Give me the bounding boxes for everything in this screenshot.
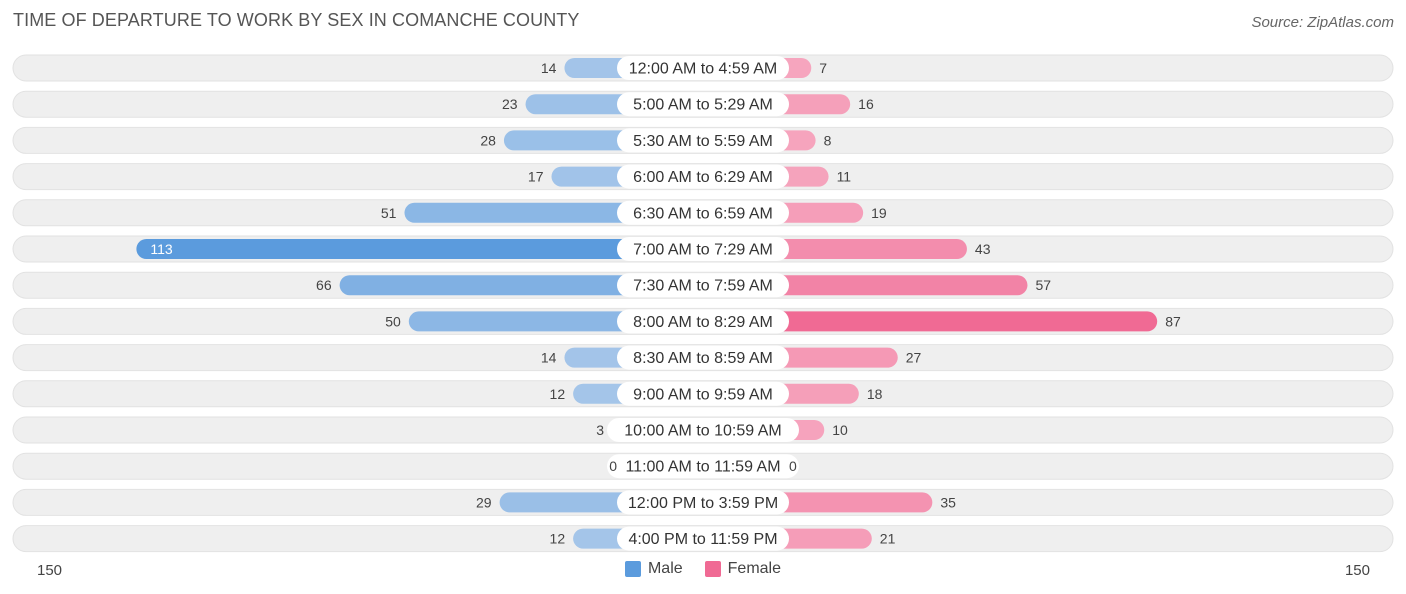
legend-male-label: Male — [647, 560, 683, 577]
category-label-pill — [617, 381, 789, 406]
chart-row: 9:00 AM to 9:59 AM 12 18 — [12, 380, 1394, 408]
male-value-label: 14 — [541, 60, 557, 76]
category-label-pill — [607, 454, 799, 479]
legend: Male Female — [0, 560, 1406, 578]
category-label-pill — [617, 56, 789, 80]
chart-row: 11:00 AM to 11:59 AM 0 0 — [12, 452, 1394, 480]
male-swatch-icon — [624, 561, 641, 577]
chart-row: 5:00 AM to 5:29 AM 23 16 — [12, 90, 1394, 118]
category-label-pill — [617, 164, 789, 189]
male-value-label: 29 — [476, 494, 492, 510]
category-label: 8:30 AM to 8:59 AM — [633, 350, 773, 367]
chart-row: 6:00 AM to 6:29 AM 17 11 — [12, 163, 1394, 191]
male-bar[interactable] — [136, 239, 703, 259]
chart-row: 4:00 PM to 11:59 PM 12 21 — [12, 525, 1394, 553]
female-value-label: 16 — [858, 96, 874, 112]
category-label: 10:00 AM to 10:59 AM — [624, 423, 781, 440]
male-value-label: 12 — [550, 386, 566, 402]
male-value-label: 0 — [609, 458, 617, 474]
category-label: 11:00 AM to 11:59 AM — [625, 459, 780, 476]
category-label-pill — [617, 128, 789, 153]
source-label: Source: ZipAtlas.com — [1251, 14, 1394, 31]
category-label: 12:00 PM to 3:59 PM — [628, 495, 778, 512]
chart-row: 5:30 AM to 5:59 AM 28 8 — [12, 126, 1394, 154]
male-value-label: 66 — [316, 277, 332, 293]
category-label: 6:00 AM to 6:29 AM — [633, 169, 773, 186]
chart-row: 8:30 AM to 8:59 AM 14 27 — [12, 344, 1394, 372]
male-value-label: 113 — [150, 241, 173, 257]
axis-right-label: 150 — [1344, 562, 1370, 579]
category-label-pill — [617, 273, 789, 298]
category-label: 5:00 AM to 5:29 AM — [633, 97, 773, 114]
chart-row: 12:00 PM to 3:59 PM 29 35 — [12, 488, 1394, 516]
female-value-label: 43 — [975, 241, 991, 257]
legend-item-female[interactable]: Female — [704, 560, 782, 578]
chart-title: TIME OF DEPARTURE TO WORK BY SEX IN COMA… — [13, 10, 580, 30]
chart-row: 12:00 AM to 4:59 AM 14 7 — [12, 54, 1394, 82]
category-label-pill — [617, 309, 789, 334]
category-label-pill — [617, 92, 789, 117]
female-value-label: 0 — [789, 458, 797, 474]
female-value-label: 35 — [940, 494, 956, 510]
male-value-label: 12 — [550, 531, 566, 547]
category-label: 6:30 AM to 6:59 AM — [633, 205, 773, 222]
female-value-label: 7 — [819, 60, 827, 76]
chart-row: 6:30 AM to 6:59 AM 51 19 — [12, 199, 1394, 227]
chart-row: 7:00 AM to 7:29 AM 113 43 — [12, 235, 1394, 263]
chart-row: 10:00 AM to 10:59 AM 3 10 — [12, 416, 1394, 444]
female-value-label: 19 — [871, 205, 887, 221]
category-label-pill — [617, 490, 789, 515]
legend-female-label: Female — [727, 560, 782, 577]
female-value-label: 21 — [880, 531, 896, 547]
chart-row: 8:00 AM to 8:29 AM 50 87 — [12, 307, 1394, 335]
category-label: 5:30 AM to 5:59 AM — [633, 133, 773, 150]
male-value-label: 3 — [596, 422, 604, 438]
female-bar[interactable] — [703, 311, 1158, 332]
legend-item-male[interactable]: Male — [624, 560, 683, 578]
category-label: 9:00 AM to 9:59 AM — [633, 386, 773, 403]
female-value-label: 87 — [1165, 313, 1181, 329]
female-value-label: 57 — [1035, 277, 1051, 293]
female-value-label: 11 — [837, 169, 852, 185]
female-value-label: 8 — [824, 132, 832, 148]
chart-row: 7:30 AM to 7:59 AM 66 57 — [12, 271, 1394, 299]
male-value-label: 28 — [480, 132, 496, 148]
female-swatch-icon — [704, 561, 721, 577]
category-label: 7:30 AM to 7:59 AM — [633, 278, 773, 295]
male-value-label: 50 — [385, 313, 401, 329]
male-bar[interactable] — [339, 275, 703, 296]
male-value-label: 23 — [502, 96, 518, 112]
category-label-pill — [617, 345, 789, 370]
male-value-label: 51 — [381, 205, 397, 221]
female-value-label: 18 — [867, 386, 883, 402]
male-value-label: 14 — [541, 350, 557, 366]
female-value-label: 10 — [832, 422, 848, 438]
category-label-pill — [607, 418, 799, 442]
category-label-pill — [617, 200, 789, 225]
category-label: 7:00 AM to 7:29 AM — [633, 242, 773, 259]
male-value-label: 17 — [528, 169, 544, 185]
category-label: 8:00 AM to 8:29 AM — [633, 314, 773, 331]
category-label: 4:00 PM to 11:59 PM — [628, 531, 777, 548]
category-label-pill — [617, 526, 789, 551]
category-label: 12:00 AM to 4:59 AM — [629, 61, 778, 78]
category-label-pill — [617, 237, 789, 261]
axis-left-label: 150 — [37, 562, 63, 579]
female-value-label: 27 — [906, 350, 922, 366]
